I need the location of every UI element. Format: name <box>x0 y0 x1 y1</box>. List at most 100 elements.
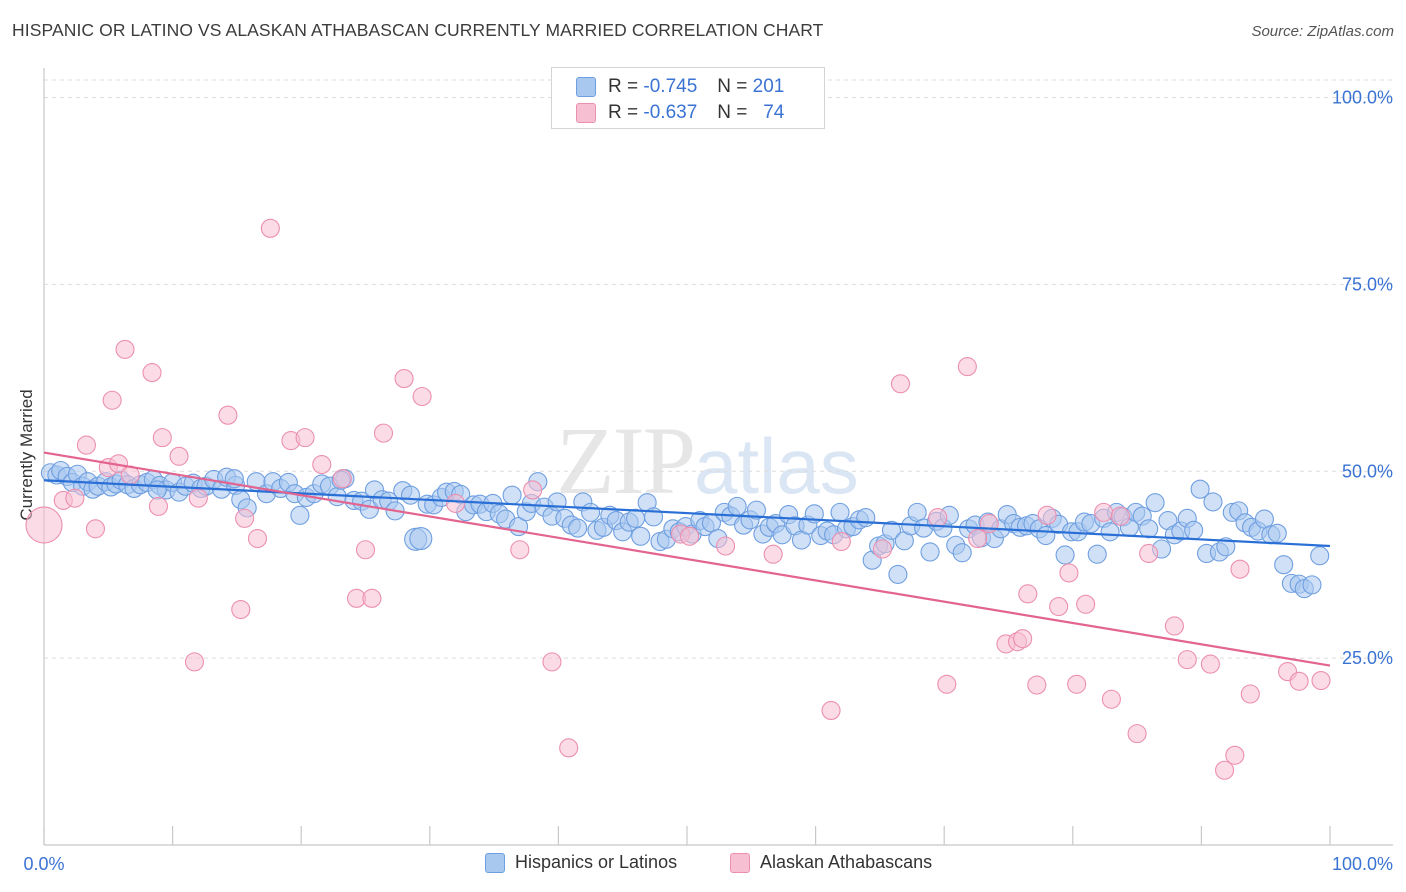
athabascan-point <box>169 446 189 466</box>
hispanic-point <box>502 485 522 505</box>
hispanic-trend-line <box>43 479 1331 548</box>
hispanic-point <box>290 505 310 525</box>
hispanic-point <box>1139 519 1159 539</box>
legend-n-value: 201 <box>752 76 785 97</box>
athabascan-point <box>373 423 394 443</box>
correlation-legend: R = -0.745 N = 201 R = -0.637 N = 74 <box>551 67 825 129</box>
legend-n-label: N = <box>717 76 748 97</box>
athabascan-point <box>394 369 414 389</box>
hispanic-point <box>1274 555 1294 575</box>
athabascan-trend-line <box>43 451 1331 667</box>
hispanic-point <box>952 543 972 563</box>
hispanic-point <box>147 480 167 500</box>
legend-r-label: R = <box>608 76 639 97</box>
athabascan-point <box>1094 502 1114 522</box>
hispanic-point <box>727 496 747 516</box>
athabascan-point <box>1067 674 1087 694</box>
hispanic-point <box>631 526 651 546</box>
hispanic-point <box>1216 537 1236 557</box>
hispanic-point <box>1100 522 1120 542</box>
series-legend: Hispanics or Latinos Alaskan Athabascans <box>0 852 1406 878</box>
athabascan-point <box>362 588 382 608</box>
athabascan-point <box>142 363 162 383</box>
athabascan-point <box>115 339 135 359</box>
hispanic-point <box>1267 523 1287 543</box>
athabascan-point <box>295 428 315 448</box>
legend-row-athabascan: R = -0.637 N = 74 <box>576 101 784 125</box>
hispanic-point <box>1087 544 1107 564</box>
athabascan-point <box>445 493 466 513</box>
athabascan-point <box>831 531 851 552</box>
athabascan-point <box>1164 616 1184 636</box>
athabascan-point <box>763 544 783 564</box>
athabascan-point <box>1177 650 1197 670</box>
athabascan-point <box>1139 543 1159 564</box>
legend-item-athabascan[interactable]: Alaskan Athabascans <box>730 852 932 873</box>
athabascan-point <box>890 374 911 394</box>
hispanic-point <box>1190 479 1210 499</box>
hispanic-point <box>580 502 601 522</box>
athabascan-point <box>1225 745 1245 765</box>
athabascan-point <box>1101 689 1121 709</box>
hispanic-point <box>830 502 850 522</box>
hispanic-point <box>856 508 876 528</box>
watermark-atlas: atlas <box>694 422 859 510</box>
hispanic-point <box>547 492 567 512</box>
hispanic-point <box>568 518 588 538</box>
athabascan-point <box>542 652 562 672</box>
legend-row-hispanic: R = -0.745 N = 201 <box>576 75 784 99</box>
athabascan-point <box>872 539 893 559</box>
hispanic-point <box>400 485 421 505</box>
athabascan-point <box>1059 563 1079 583</box>
athabascan-point <box>1110 506 1130 526</box>
hispanic-point <box>1203 492 1223 512</box>
athabascan-point <box>235 508 255 528</box>
athabascan-point <box>1076 594 1096 614</box>
hispanic-point <box>1145 493 1165 513</box>
legend-swatch-athabascan <box>730 852 750 873</box>
legend-swatch-athabascan <box>576 103 596 123</box>
athabascan-point <box>218 405 238 425</box>
athabascan-point <box>85 519 105 539</box>
athabascan-point <box>937 674 957 694</box>
athabascan-point <box>1018 584 1038 604</box>
athabascan-point <box>188 488 208 508</box>
hispanic-point <box>1310 546 1330 566</box>
legend-swatch-hispanic <box>485 852 505 873</box>
y-tick-label: 75.0% <box>1342 274 1393 294</box>
athabascan-point <box>1027 675 1047 695</box>
athabascan-point <box>412 386 432 407</box>
legend-swatch-hispanic <box>576 77 596 97</box>
athabascan-point <box>231 599 251 620</box>
athabascan-point <box>65 488 85 508</box>
athabascan-point <box>1013 629 1033 649</box>
hispanic-point <box>881 520 902 540</box>
athabascan-point <box>716 536 736 556</box>
athabascan-point <box>247 528 268 549</box>
athabascan-point <box>355 540 376 560</box>
legend-r-value: -0.745 <box>643 76 698 97</box>
athabascan-point <box>821 700 841 721</box>
athabascan-point <box>928 508 948 528</box>
athabascan-point <box>1311 670 1331 691</box>
legend-item-hispanic[interactable]: Hispanics or Latinos <box>485 852 677 873</box>
legend-r-value: -0.637 <box>643 102 698 123</box>
athabascan-point <box>1289 671 1309 691</box>
athabascan-point <box>184 652 205 672</box>
athabascan-point <box>680 526 700 546</box>
x-tick-label: 100.0% <box>1332 854 1393 874</box>
athabascan-point <box>25 506 63 544</box>
legend-n-value: 74 <box>763 102 785 123</box>
athabascan-point <box>1214 760 1235 780</box>
athabascan-point <box>312 454 332 475</box>
athabascan-point <box>332 469 352 489</box>
y-tick-label: 50.0% <box>1342 461 1393 481</box>
source-label: Source: ZipAtlas.com <box>1251 23 1394 40</box>
y-tick-label: 25.0% <box>1342 648 1393 668</box>
y-tick-label: 100.0% <box>1332 88 1393 108</box>
hispanic-point <box>1184 520 1204 540</box>
athabascan-point <box>152 428 172 448</box>
athabascan-point <box>1200 654 1220 674</box>
hispanic-point <box>920 542 940 562</box>
